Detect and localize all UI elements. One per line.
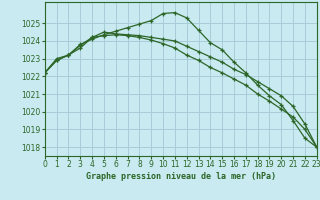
- X-axis label: Graphe pression niveau de la mer (hPa): Graphe pression niveau de la mer (hPa): [86, 172, 276, 181]
